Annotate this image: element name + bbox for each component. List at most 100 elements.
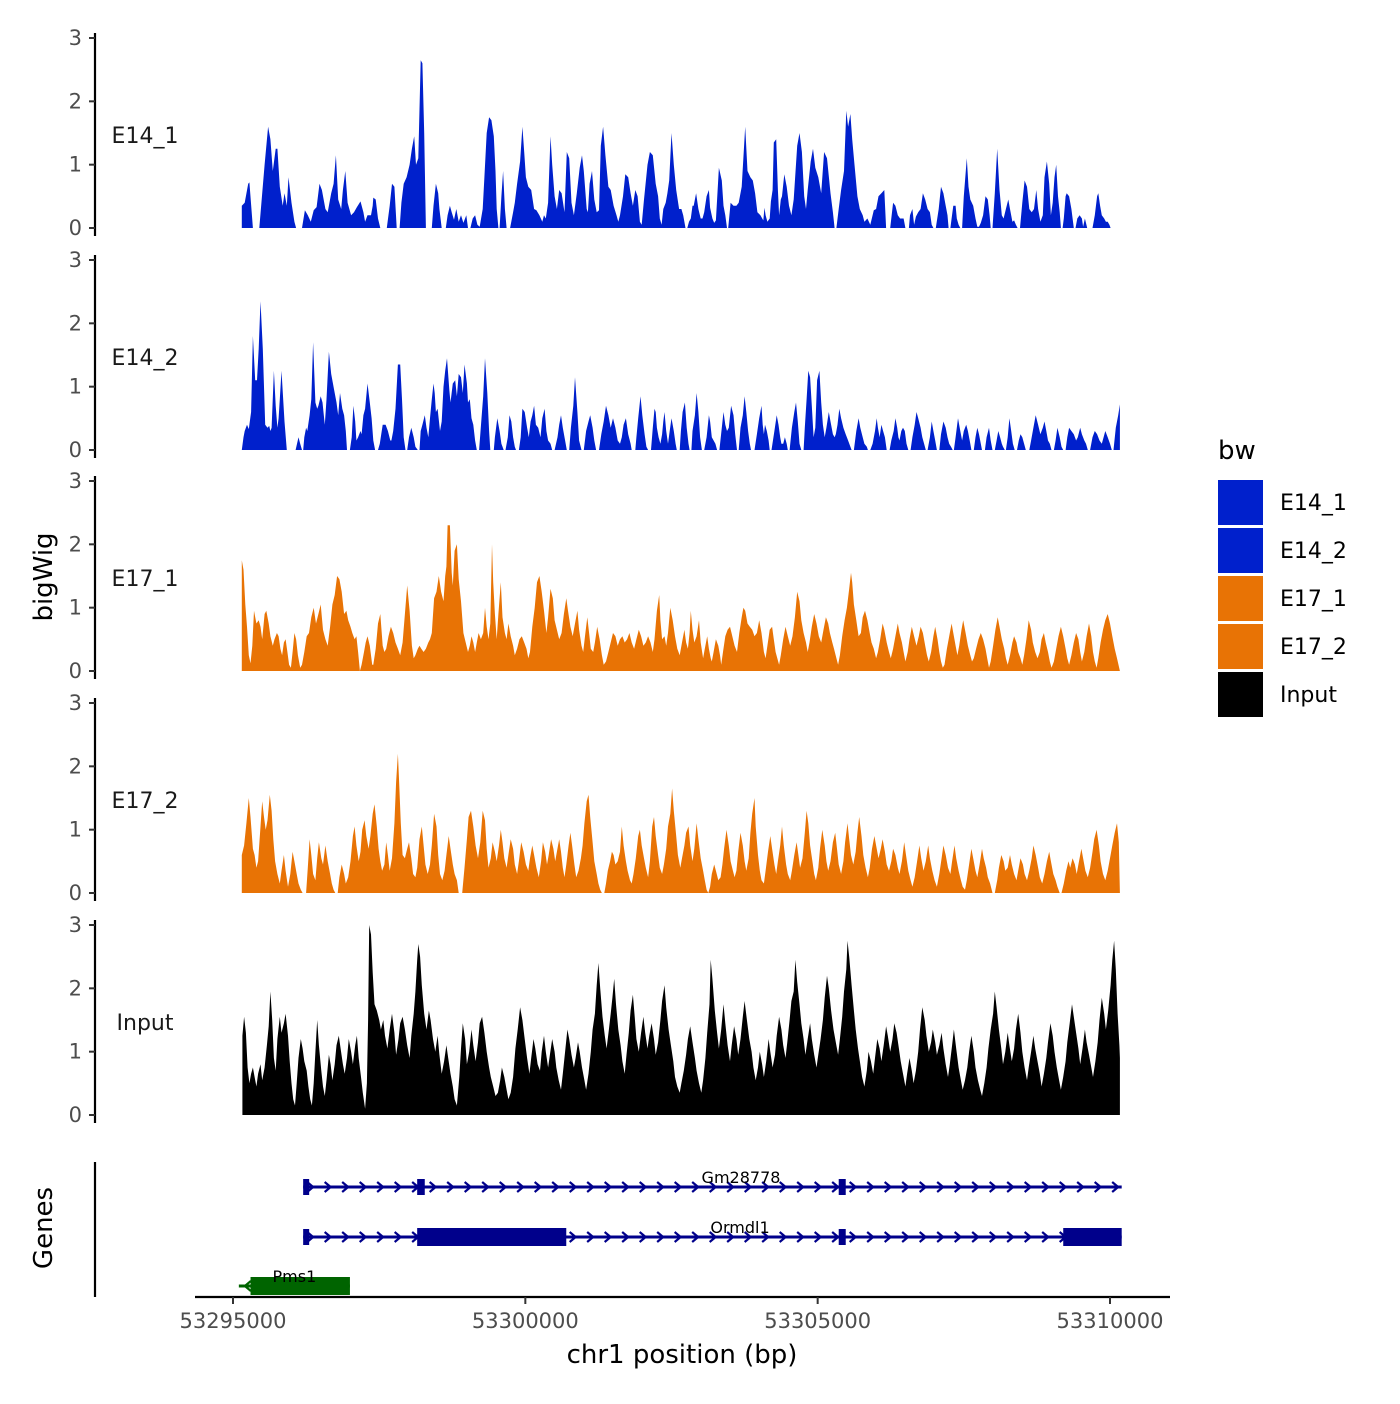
strand-arrow xyxy=(866,1181,875,1193)
strand-arrow xyxy=(953,1181,963,1193)
strand-arrow xyxy=(603,1181,613,1193)
strand-arrow xyxy=(936,1181,945,1193)
x-tick-label: 53295000 xyxy=(180,1309,287,1333)
strand-arrow xyxy=(936,1231,945,1243)
strand-arrow xyxy=(516,1181,525,1193)
strand-arrow xyxy=(673,1231,683,1243)
gene-ormdl1: Ormdl1 xyxy=(303,1218,1122,1246)
track-e17_1: 0 1 2 3 E17_1 xyxy=(69,469,1120,683)
gene-track: Gm28778 Ormdl1 Pms1 xyxy=(93,1162,1122,1297)
strand-arrow xyxy=(586,1181,595,1193)
strand-arrow xyxy=(621,1231,630,1243)
track-e14_1: 0 1 2 3 E14_1 xyxy=(69,26,1120,240)
legend-label: E17_1 xyxy=(1280,587,1347,612)
coverage-area xyxy=(241,525,1120,671)
y-tick-label: 1 xyxy=(69,596,82,620)
y-tick-label: 2 xyxy=(69,976,82,1000)
legend: bw E14_1 E14_2 E17_1 E17_2 Input xyxy=(1218,436,1347,717)
coverage-area xyxy=(242,925,1120,1115)
track-e17_2: 0 1 2 3 E17_2 xyxy=(69,691,1120,905)
strand-arrow xyxy=(813,1231,823,1243)
strand-arrow xyxy=(1006,1181,1015,1193)
strand-arrow xyxy=(341,1181,350,1193)
strand-arrow xyxy=(691,1181,700,1193)
strand-arrow xyxy=(901,1231,910,1243)
strand-arrow xyxy=(673,1181,683,1193)
strand-arrow xyxy=(883,1181,893,1193)
strand-arrow xyxy=(778,1181,788,1193)
strand-arrow xyxy=(358,1181,368,1193)
x-axis: chr1 position (bp) 53295000 53300000 53305… xyxy=(180,1295,1170,1370)
legend-swatch xyxy=(1218,480,1263,525)
gene-label: Ormdl1 xyxy=(710,1218,769,1237)
strand-arrow xyxy=(533,1181,543,1193)
strand-arrow xyxy=(323,1231,333,1243)
strand-arrow xyxy=(726,1181,735,1193)
y-tick-label: 3 xyxy=(69,691,82,715)
strand-arrow xyxy=(708,1231,718,1243)
strand-arrow xyxy=(743,1181,753,1193)
strand-arrow xyxy=(831,1231,840,1243)
strand-arrow xyxy=(568,1231,578,1243)
strand-arrow xyxy=(901,1181,910,1193)
exon xyxy=(838,1179,846,1195)
genes-axis-title: Genes xyxy=(29,1187,59,1269)
strand-arrow xyxy=(498,1181,508,1193)
strand-arrow xyxy=(848,1181,858,1193)
legend-label: E14_1 xyxy=(1280,491,1347,516)
strand-arrow xyxy=(463,1181,473,1193)
y-tick-label: 0 xyxy=(69,659,82,683)
strand-arrow xyxy=(831,1181,840,1193)
legend-swatch xyxy=(1218,528,1263,573)
strand-arrow xyxy=(813,1181,823,1193)
strand-arrow xyxy=(638,1181,648,1193)
y-tick-label: 2 xyxy=(69,89,82,113)
x-tick-label: 53310000 xyxy=(1057,1309,1164,1333)
strand-arrow xyxy=(481,1181,490,1193)
legend-label: E17_2 xyxy=(1280,635,1347,660)
strand-arrow xyxy=(918,1181,928,1193)
strand-arrow xyxy=(551,1181,560,1193)
y-tick-label: 0 xyxy=(69,1103,82,1127)
strand-arrow xyxy=(656,1231,665,1243)
x-tick-label: 53300000 xyxy=(472,1309,579,1333)
legend-label: E14_2 xyxy=(1280,539,1347,564)
gene-gm28778: Gm28778 xyxy=(303,1168,1122,1195)
y-tick-label: 3 xyxy=(69,26,82,50)
gene-label: Gm28778 xyxy=(702,1168,781,1187)
strand-arrow xyxy=(1023,1181,1033,1193)
strand-arrow xyxy=(428,1181,438,1193)
strand-arrow xyxy=(1023,1231,1033,1243)
strand-arrow xyxy=(796,1181,805,1193)
track-label: E14_1 xyxy=(112,124,179,149)
y-tick-label: 1 xyxy=(69,153,82,177)
strand-arrow xyxy=(341,1231,350,1243)
strand-arrow xyxy=(1111,1181,1120,1193)
gene-pms1: Pms1 xyxy=(238,1267,350,1295)
strand-arrow xyxy=(446,1181,455,1193)
y-tick-label: 2 xyxy=(69,311,82,335)
strand-arrow xyxy=(586,1231,595,1243)
track-label: Input xyxy=(117,1011,174,1036)
strand-arrow xyxy=(988,1181,998,1193)
strand-arrow xyxy=(1076,1181,1085,1193)
strand-arrow xyxy=(1006,1231,1015,1243)
exon xyxy=(417,1228,567,1246)
exon xyxy=(303,1179,310,1195)
coverage-area xyxy=(241,753,1120,893)
strand-arrow xyxy=(243,1280,252,1292)
strand-arrow xyxy=(1041,1231,1050,1243)
exon xyxy=(303,1229,310,1245)
legend-title: bw xyxy=(1218,436,1256,466)
y-tick-label: 1 xyxy=(69,375,82,399)
y-tick-label: 1 xyxy=(69,1040,82,1064)
strand-arrow xyxy=(691,1231,700,1243)
track-e14_2: 0 1 2 3 E14_2 xyxy=(69,248,1120,462)
track-label: E14_2 xyxy=(112,346,179,371)
coverage-area xyxy=(241,60,1120,229)
exon xyxy=(417,1179,425,1195)
strand-arrow xyxy=(743,1231,753,1243)
y-tick-label: 1 xyxy=(69,818,82,842)
